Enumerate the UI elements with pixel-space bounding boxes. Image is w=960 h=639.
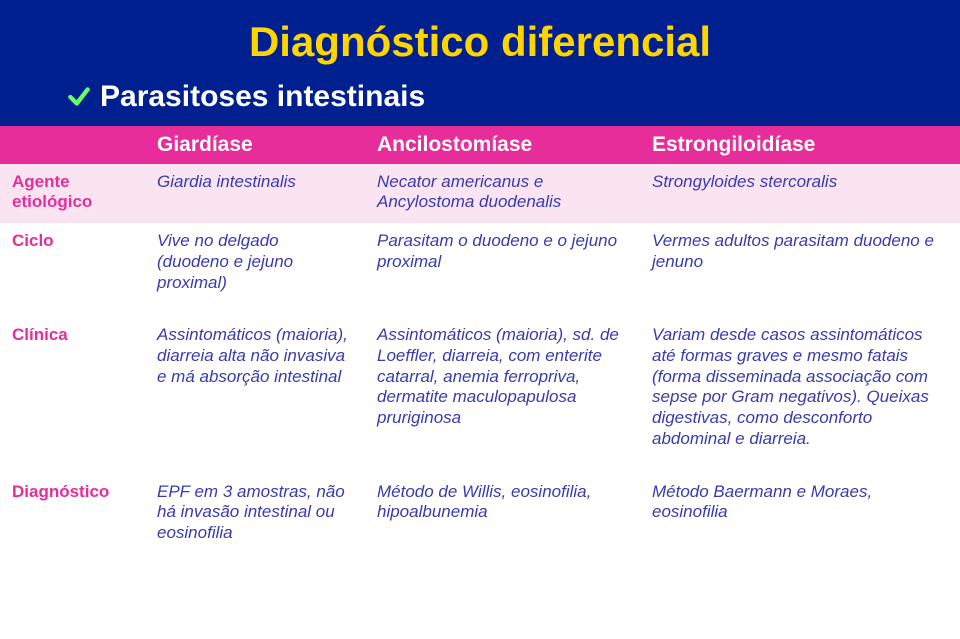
table-cell: Vermes adultos parasitam duodeno e jenun… xyxy=(640,223,960,303)
table-row: Clínica Assintomáticos (maioria), diarre… xyxy=(0,317,960,459)
table-header-row: Giardíase Ancilostomíase Estrongiloidías… xyxy=(0,126,960,164)
table-row: Diagnóstico EPF em 3 amostras, não há in… xyxy=(0,474,960,554)
check-icon xyxy=(66,84,92,110)
row-label: Clínica xyxy=(0,317,145,459)
table-header-blank xyxy=(0,126,145,164)
table-cell: EPF em 3 amostras, não há invasão intest… xyxy=(145,474,365,554)
row-label: Agente etiológico xyxy=(0,164,145,223)
table-cell: Assintomáticos (maioria), sd. de Loeffle… xyxy=(365,317,640,459)
row-label: Ciclo xyxy=(0,223,145,303)
table-cell: Assintomáticos (maioria), diarreia alta … xyxy=(145,317,365,459)
subtitle-row: Parasitoses intestinais xyxy=(66,80,930,114)
row-label: Diagnóstico xyxy=(0,474,145,554)
table-cell: Necator americanus e Ancylostoma duodena… xyxy=(365,164,640,223)
table-header-col-1: Ancilostomíase xyxy=(365,126,640,164)
comparison-table: Giardíase Ancilostomíase Estrongiloidías… xyxy=(0,126,960,554)
table-cell: Método de Willis, eosinofilia, hipoalbun… xyxy=(365,474,640,554)
slide-title: Diagnóstico diferencial xyxy=(30,18,930,66)
table-header-col-2: Estrongiloidíase xyxy=(640,126,960,164)
table-cell: Método Baermann e Moraes, eosinofilia xyxy=(640,474,960,554)
table-container: Giardíase Ancilostomíase Estrongiloidías… xyxy=(0,126,960,639)
table-row: Ciclo Vive no delgado (duodeno e jejuno … xyxy=(0,223,960,303)
row-spacer xyxy=(0,303,960,317)
table-cell: Giardia intestinalis xyxy=(145,164,365,223)
table-cell: Vive no delgado (duodeno e jejuno proxim… xyxy=(145,223,365,303)
slide-subtitle: Parasitoses intestinais xyxy=(100,80,425,114)
table-cell: Parasitam o duodeno e o jejuno proximal xyxy=(365,223,640,303)
table-header-col-0: Giardíase xyxy=(145,126,365,164)
slide-header: Diagnóstico diferencial Parasitoses inte… xyxy=(0,0,960,126)
row-spacer xyxy=(0,460,960,474)
slide: Diagnóstico diferencial Parasitoses inte… xyxy=(0,0,960,639)
table-cell: Variam desde casos assintomáticos até fo… xyxy=(640,317,960,459)
table-cell: Strongyloides stercoralis xyxy=(640,164,960,223)
table-row: Agente etiológico Giardia intestinalis N… xyxy=(0,164,960,223)
